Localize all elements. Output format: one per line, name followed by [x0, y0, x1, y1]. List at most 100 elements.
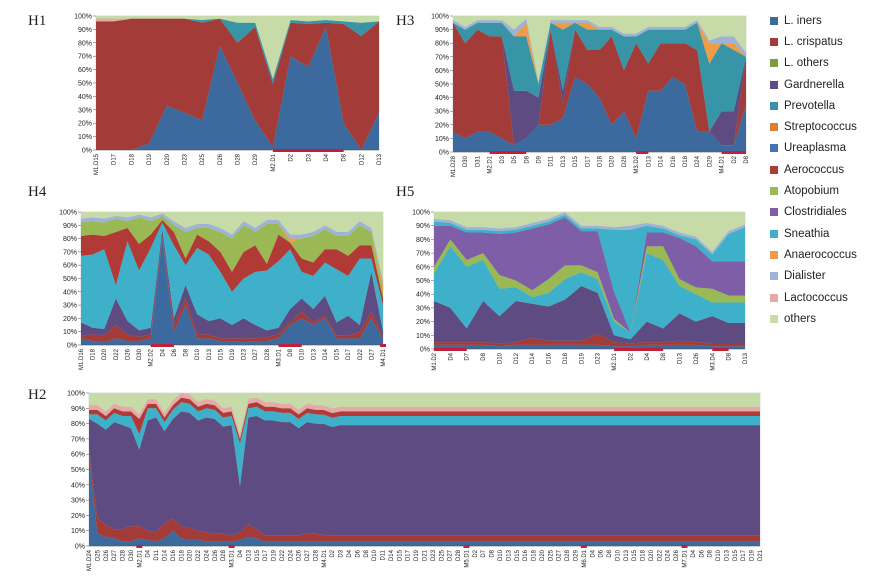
x-tick-label: D6 — [172, 348, 178, 356]
legend-swatch — [770, 101, 778, 110]
area-series-clostridiales — [434, 217, 745, 333]
x-tick-label: M3.D1 — [276, 348, 282, 366]
x-tick-label: D25 — [439, 549, 445, 561]
x-tick-label: D8 — [661, 352, 667, 360]
x-tick-label: D19 — [272, 549, 278, 561]
x-tick-label: D4 — [645, 352, 651, 360]
legend-label: Atopobium — [784, 185, 839, 198]
x-tick-label: D13 — [561, 155, 567, 167]
x-tick-label: M4.D1 — [322, 549, 328, 567]
area-series-gardnerella — [434, 285, 745, 344]
legend-item: L. others — [770, 53, 857, 74]
y-tick-label: 70% — [63, 249, 77, 256]
x-tick-label: D14 — [389, 549, 395, 561]
legend-item: Prevotella — [770, 95, 857, 116]
x-tick-label: M1.D16 — [79, 348, 85, 370]
y-tick-label: 10% — [63, 329, 77, 336]
x-tick-label: D26 — [213, 549, 219, 561]
menses-marker — [463, 545, 470, 548]
y-tick-label: 30% — [63, 303, 77, 310]
panel-label: H3 — [396, 13, 414, 29]
x-tick-label: D18 — [683, 155, 689, 167]
x-tick-label: D22 — [358, 348, 364, 360]
y-tick-label: 90% — [435, 27, 449, 34]
legend-item: Lactococcus — [770, 287, 857, 308]
x-tick-label: D25 — [200, 153, 206, 165]
x-tick-label: D10 — [300, 348, 306, 360]
x-tick-label: D19 — [750, 549, 756, 561]
y-tick-label: 50% — [71, 467, 85, 474]
x-tick-label: D3 — [339, 549, 345, 557]
x-tick-label: D19 — [147, 153, 153, 165]
x-tick-label: D22 — [657, 549, 663, 561]
x-tick-label: D28 — [221, 549, 227, 561]
legend-item: Gardnerella — [770, 74, 857, 95]
x-tick-label: D16 — [171, 549, 177, 561]
x-tick-label: D15 — [397, 549, 403, 561]
menses-marker — [636, 151, 649, 154]
legend-item: Aerococcus — [770, 159, 857, 180]
y-tick-label: 30% — [71, 498, 85, 505]
area-series-sneathia — [89, 402, 760, 487]
x-tick-label: D8 — [481, 352, 487, 360]
legend-item: L. crispatus — [770, 31, 857, 52]
x-tick-label: D13 — [646, 155, 652, 167]
x-tick-label: M4.D1 — [720, 155, 726, 173]
chart-panel-h1: H1 0% 10% 20% 30% 40% 50% 60% 70% 80% 90% 100% M1.D1… — [28, 13, 383, 175]
legend-swatch — [770, 250, 778, 259]
x-tick-label: D13 — [724, 549, 730, 561]
x-tick-label: D23 — [596, 352, 602, 364]
x-tick-label: M3.D2 — [634, 155, 640, 173]
x-tick-label: M2.D1 — [488, 155, 494, 173]
x-tick-label: D22 — [280, 549, 286, 561]
x-tick-label: D22 — [114, 348, 120, 360]
x-tick-label: D28 — [622, 155, 628, 167]
y-tick-label: 10% — [71, 528, 85, 535]
x-tick-label: M1.D28 — [451, 155, 457, 177]
y-tick-label: 0% — [75, 544, 85, 551]
x-tick-label: M2.D1 — [271, 153, 277, 171]
area-series-prevotella — [453, 22, 746, 132]
y-tick-label: 60% — [416, 264, 430, 271]
y-tick-label: 60% — [435, 68, 449, 75]
y-tick-label: 100% — [74, 14, 92, 21]
y-tick-label: 40% — [416, 292, 430, 299]
x-tick-label: D18 — [641, 549, 647, 561]
x-tick-label: M2.D2 — [149, 348, 155, 366]
menses-marker — [136, 545, 143, 548]
y-tick-label: 80% — [416, 237, 430, 244]
x-tick-label: D24 — [288, 549, 294, 561]
x-tick-label: D19 — [579, 352, 585, 364]
x-tick-label: D17 — [263, 549, 269, 561]
x-tick-label: D26 — [125, 348, 131, 360]
chart-panel-h2: H2 0% 10% 20% 30% 40% 50% 60% 70% 80% 90% 100% M1.D2… — [28, 387, 764, 571]
menses-marker — [272, 149, 344, 152]
legend-label: Dialister — [784, 270, 826, 283]
x-tick-label: D20 — [540, 549, 546, 561]
x-tick-label: D26 — [694, 352, 700, 364]
x-tick-label: D4 — [590, 549, 596, 557]
y-tick-label: 0% — [67, 343, 77, 350]
x-tick-label: D18 — [91, 348, 97, 360]
x-tick-label: D2 — [289, 153, 295, 161]
area-series-sneathia — [434, 246, 745, 340]
legend-item: Atopobium — [770, 180, 857, 201]
x-tick-label: D13 — [377, 153, 383, 165]
legend-label: Gardnerella — [784, 78, 845, 91]
x-tick-label: D10 — [615, 549, 621, 561]
legend-item: Anaerococcus — [770, 244, 857, 265]
menses-marker — [434, 348, 467, 351]
x-tick-label: D19 — [230, 348, 236, 360]
x-tick-label: D8 — [524, 155, 530, 163]
y-tick-label: 90% — [78, 27, 92, 34]
x-tick-label: D13 — [207, 348, 213, 360]
y-tick-label: 90% — [71, 406, 85, 413]
panel-label: H4 — [28, 184, 47, 200]
x-tick-label: D8 — [364, 549, 370, 557]
legend-item: L. iners — [770, 10, 857, 31]
x-tick-label: D15 — [515, 549, 521, 561]
x-tick-label: D4 — [146, 549, 152, 557]
x-tick-label: D11 — [154, 549, 160, 560]
x-tick-label: D14 — [659, 155, 665, 167]
x-tick-label: D30 — [463, 155, 469, 167]
